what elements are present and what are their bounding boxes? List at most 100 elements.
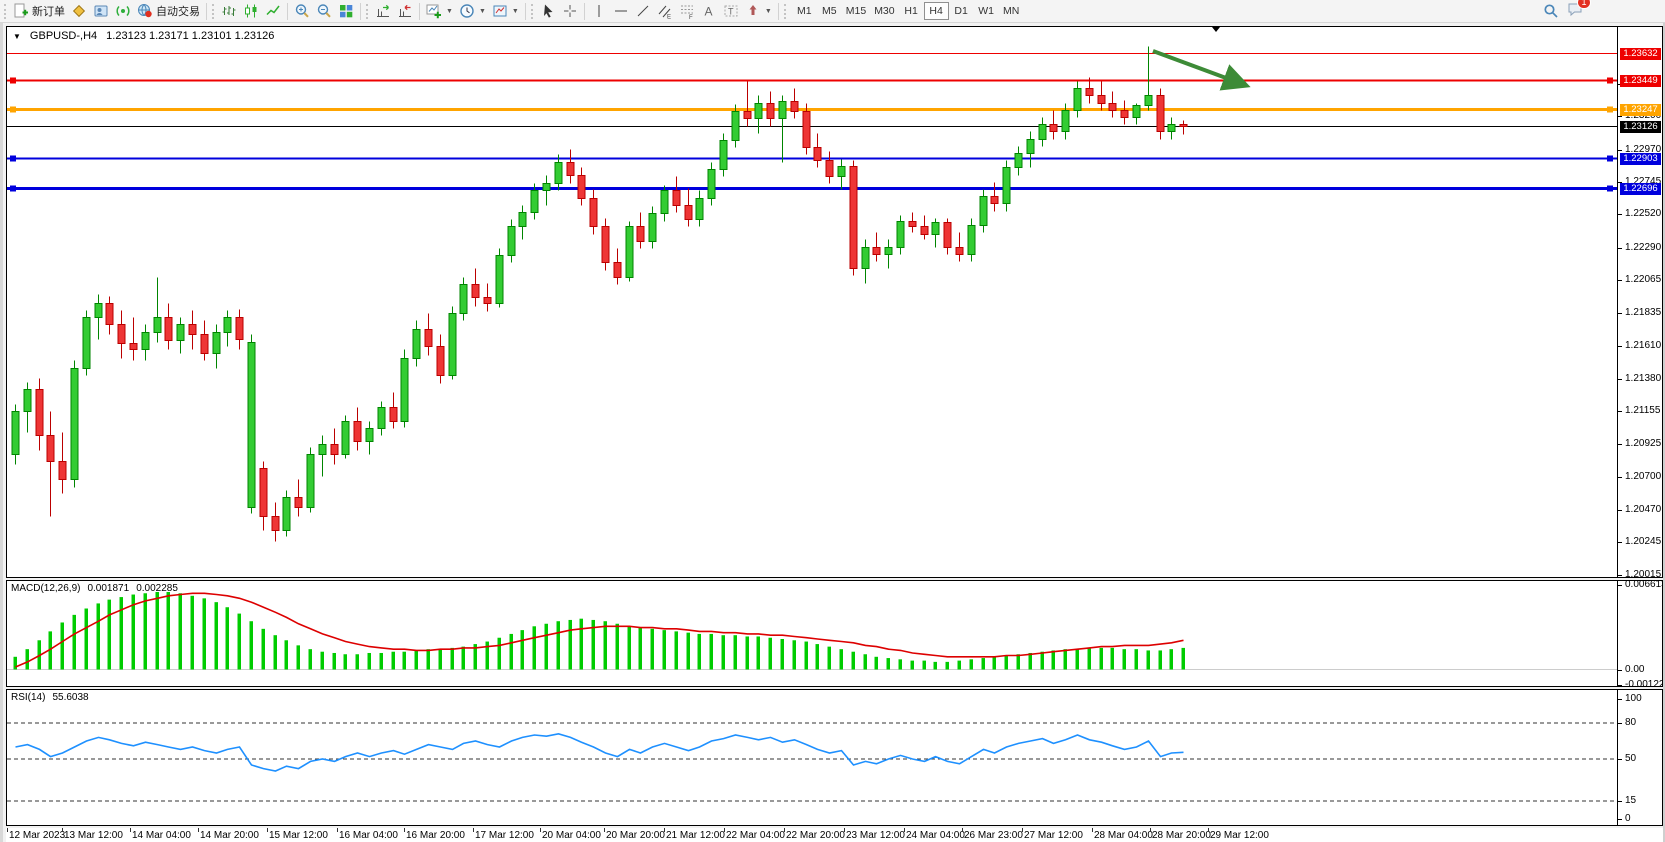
macd-panel[interactable]: MACD(12,26,9) 0.001871 0.002285 0.006613… <box>6 579 1665 690</box>
market-watch-button[interactable] <box>68 1 90 21</box>
text-label-button[interactable]: T <box>720 1 742 21</box>
axis-tick <box>1618 313 1622 314</box>
templates-icon <box>493 5 507 17</box>
candle-body <box>1156 95 1165 132</box>
time-axis-tick <box>1208 828 1209 832</box>
candlestick-chart-button[interactable] <box>240 1 262 21</box>
rsi-name: RSI(14) <box>11 692 46 703</box>
timeframe-m15-button[interactable]: M15 <box>845 5 867 17</box>
timeframe-bar: M1 M5 M15 M30 H1 H4 D1 W1 MN <box>792 2 1024 20</box>
time-axis[interactable]: 12 Mar 2023 13 Mar 12:00 14 Mar 04:00 14 Ma… <box>6 828 1663 842</box>
rsi-axis[interactable]: 100 80 50 15 0 <box>1617 690 1662 825</box>
time-axis-label: 22 Mar 20:00 <box>786 830 845 841</box>
svg-text:A: A <box>704 5 712 19</box>
autotrading-button[interactable]: 自动交易 <box>134 1 203 21</box>
equidistant-channel-button[interactable]: E <box>654 1 676 21</box>
candlestick-chart-surface[interactable] <box>7 27 1617 577</box>
templates-button[interactable]: ▼ <box>489 1 522 21</box>
candle-body <box>731 111 740 141</box>
macd-histogram-bar <box>933 661 937 670</box>
chart-dropdown-icon[interactable]: ▼ <box>13 31 21 41</box>
search-icon[interactable] <box>1543 3 1559 19</box>
text-button[interactable]: A <box>698 1 720 21</box>
time-axis-tick <box>473 828 474 832</box>
new-order-button[interactable]: 新订单 <box>10 1 68 21</box>
macd-histogram-bar <box>450 647 454 670</box>
chart-shift-button[interactable] <box>394 1 416 21</box>
timeframe-d1-button[interactable]: D1 <box>954 5 968 17</box>
toolbar-separator <box>360 2 361 20</box>
axis-tick-label: 0.00 <box>1625 664 1645 675</box>
data-window-button[interactable] <box>90 1 112 21</box>
timeframe-m5-button[interactable]: M5 <box>821 5 837 17</box>
macd-histogram-bar <box>780 639 784 670</box>
chart-shift-marker[interactable] <box>1212 27 1220 32</box>
bar-chart-button[interactable] <box>218 1 240 21</box>
time-axis-tick <box>604 828 605 832</box>
timeframe-m30-button[interactable]: M30 <box>874 5 895 17</box>
price-chart-panel[interactable]: ▼ GBPUSD-,H4 1.23123 1.23171 1.23101 1.2… <box>6 26 1663 580</box>
macd-histogram-bar <box>603 621 607 670</box>
time-axis-tick <box>1092 828 1093 832</box>
axis-tick <box>1618 182 1622 183</box>
line-handle <box>10 155 16 162</box>
candle-body <box>23 389 32 412</box>
trendline-button[interactable] <box>632 1 654 21</box>
macd-histogram-bar <box>84 608 88 670</box>
macd-histogram-bar <box>1051 650 1055 670</box>
horizontal-line-button[interactable] <box>610 1 632 21</box>
timeframe-w1-button[interactable]: W1 <box>978 5 994 17</box>
macd-histogram-bar <box>520 630 524 670</box>
price-axis[interactable]: 1.234251.232001.229701.227451.225201.222… <box>1617 27 1662 580</box>
macd-histogram-bar <box>343 654 347 670</box>
macd-histogram-bar <box>155 591 159 670</box>
line-chart-button[interactable] <box>262 1 284 21</box>
candle-body <box>129 343 138 350</box>
time-axis-label: 15 Mar 12:00 <box>269 830 328 841</box>
macd-axis[interactable]: 0.006613 0.00 -0.001221 <box>1617 579 1665 690</box>
auto-scroll-button[interactable] <box>372 1 394 21</box>
time-axis-label: 27 Mar 12:00 <box>1024 830 1083 841</box>
periods-button[interactable]: ▼ <box>456 1 489 21</box>
fibonacci-button[interactable]: F <box>676 1 698 21</box>
candle-body <box>920 226 929 235</box>
zoom-in-button[interactable] <box>291 1 313 21</box>
axis-tick-label: 1.22520 <box>1625 208 1662 219</box>
toolbar-separator <box>524 2 526 20</box>
macd-histogram-bar <box>25 649 29 670</box>
candle-body <box>1026 139 1035 154</box>
new-chart-button[interactable]: ▼ <box>423 1 456 21</box>
macd-histogram-bar <box>72 614 76 670</box>
arrows-button[interactable]: ▼ <box>742 1 775 21</box>
line-handle <box>1607 155 1613 162</box>
timeframe-h1-button[interactable]: H1 <box>904 5 918 17</box>
candle-body <box>58 461 67 480</box>
timeframe-mn-button[interactable]: MN <box>1002 5 1020 17</box>
axis-tick-label: 1.20700 <box>1625 471 1662 482</box>
rsi-panel[interactable]: RSI(14) 55.6038 100 80 50 15 0 <box>6 689 1663 826</box>
cursor-button[interactable] <box>537 1 559 21</box>
crosshair-button[interactable] <box>559 1 581 21</box>
macd-histogram-bar <box>320 651 324 670</box>
timeframe-h4-button[interactable]: H4 <box>923 2 949 20</box>
chat-button[interactable]: 1 <box>1567 0 1591 22</box>
rsi-chart-surface[interactable] <box>7 690 1617 825</box>
macd-histogram-bar <box>426 649 430 670</box>
macd-chart-surface[interactable] <box>7 581 1617 686</box>
candle-body <box>448 313 457 376</box>
axis-tick <box>1618 150 1622 151</box>
candle-body <box>507 226 516 256</box>
macd-histogram-bar <box>237 613 241 670</box>
macd-histogram-bar <box>745 636 749 670</box>
candle-body <box>389 407 398 422</box>
vertical-line-button[interactable] <box>588 1 610 21</box>
rsi-line <box>15 732 1184 772</box>
toolbar-separator <box>287 2 288 20</box>
time-axis-tick <box>540 828 541 832</box>
price-level-label: 1.22903 <box>1620 153 1661 165</box>
candle-body <box>94 303 103 318</box>
tile-windows-button[interactable] <box>335 1 357 21</box>
signals-button[interactable] <box>112 1 134 21</box>
zoom-out-button[interactable] <box>313 1 335 21</box>
timeframe-m1-button[interactable]: M1 <box>796 5 812 17</box>
